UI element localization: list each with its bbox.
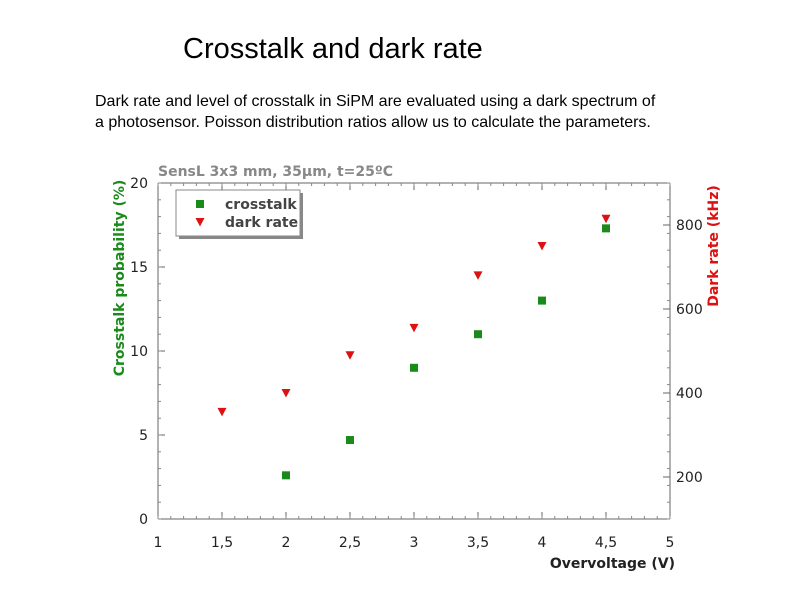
chart-title: SensL 3x3 mm, 35µm, t=25ºC <box>158 164 393 180</box>
x-axis-title: Overvoltage (V) <box>550 556 675 572</box>
description-line-1: Dark rate and level of crosstalk in SiPM… <box>95 93 656 110</box>
crosstalk-point <box>538 296 546 305</box>
x-tick-label: 1 <box>154 535 163 551</box>
dark-rate-point <box>537 242 547 251</box>
data-points <box>217 214 611 480</box>
y2-axis-title: Dark rate (kHz) <box>706 185 722 307</box>
dark-rate-point <box>217 407 227 417</box>
slide-title: Crosstalk and dark rate <box>183 33 483 65</box>
y2-tick-label: 800 <box>676 218 703 234</box>
crosstalk-point <box>602 224 610 233</box>
dark-rate-point <box>345 351 355 360</box>
y2-tick-label: 400 <box>676 386 703 402</box>
axis-ticks: 1 1,5 2 2,5 3 3,5 4 4,5 5 0 5 10 15 20 200 400 600 800 <box>130 176 703 551</box>
x-tick-label: 5 <box>666 535 675 551</box>
dark-rate-point <box>409 323 419 333</box>
x-tick-label: 4,5 <box>595 535 617 551</box>
crosstalk-point <box>410 363 418 372</box>
dark-rate-point <box>601 214 611 224</box>
legend-box <box>175 189 301 237</box>
y-tick-label: 0 <box>139 512 148 528</box>
description-line-2: a photosensor. Poisson distribution rati… <box>95 114 651 131</box>
y2-tick-label: 600 <box>676 302 703 318</box>
x-tick-label: 1,5 <box>211 535 233 551</box>
legend-marker <box>196 200 204 208</box>
dark-rate-point <box>281 389 291 398</box>
legend-marker <box>195 218 205 227</box>
y-tick-label: 10 <box>130 344 148 360</box>
legend-label: dark rate <box>225 215 298 231</box>
y-axis-title: Crosstalk probability (%) <box>112 180 128 377</box>
x-tick-label: 2,5 <box>339 535 361 551</box>
y-tick-label: 15 <box>130 260 148 276</box>
crosstalk-point <box>346 436 354 445</box>
y-tick-label: 5 <box>139 428 148 444</box>
crosstalk-point <box>474 330 482 339</box>
x-tick-label: 3,5 <box>467 535 489 551</box>
y-tick-label: 20 <box>130 176 148 192</box>
crosstalk-point <box>282 471 290 480</box>
slide-description: Dark rate and level of crosstalk in SiPM… <box>95 91 755 133</box>
x-tick-label: 4 <box>538 535 547 551</box>
dark-rate-point <box>473 271 483 280</box>
legend-label: crosstalk <box>225 197 297 213</box>
x-tick-label: 3 <box>410 535 419 551</box>
legend: crosstalk dark rate <box>175 189 303 239</box>
y2-tick-label: 200 <box>676 470 703 486</box>
x-tick-label: 2 <box>282 535 291 551</box>
